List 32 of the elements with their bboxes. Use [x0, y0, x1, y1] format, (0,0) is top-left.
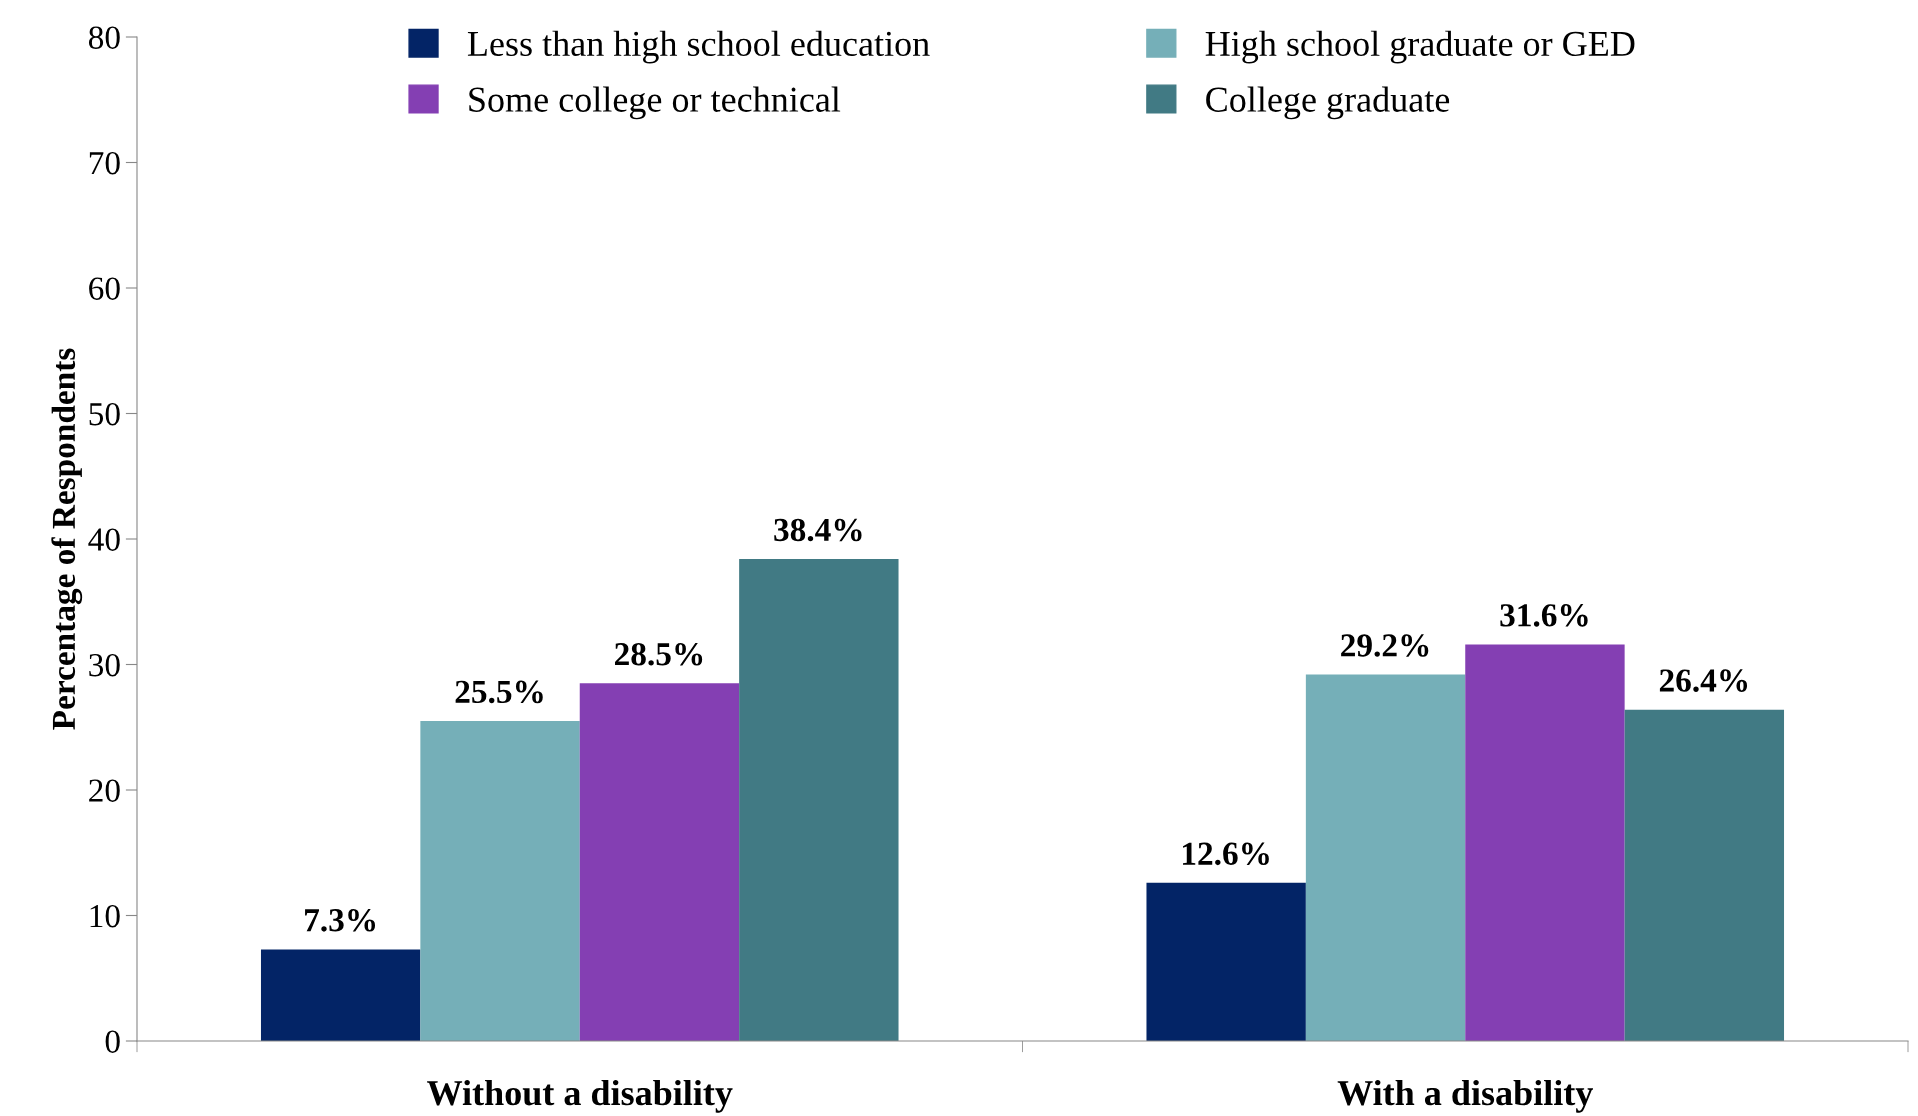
bar [260, 949, 421, 1041]
bar [579, 683, 740, 1041]
y-tick-label: 0 [105, 1030, 120, 1053]
data-label: 28.5% [615, 642, 703, 666]
bar [739, 559, 899, 1041]
y-axis-title: Percentage of Respondents [51, 348, 83, 730]
x-tick-label: Without a disability [427, 1079, 733, 1113]
data-label: 31.6% [1500, 604, 1588, 627]
legend-label: College graduate [1206, 86, 1450, 120]
bar [1465, 644, 1625, 1041]
y-tick-label: 30 [89, 653, 120, 677]
y-tick-label: 10 [90, 904, 120, 928]
data-label: 7.3% [305, 909, 376, 932]
data-label: 38.4% [774, 518, 862, 542]
legend-label: High school graduate or GED [1205, 30, 1635, 64]
y-tick-label: 70 [89, 151, 120, 175]
y-tick-label: 40 [88, 528, 120, 551]
bar [1305, 674, 1466, 1041]
y-tick-label: 20 [89, 779, 120, 802]
y-tick-label: 50 [89, 402, 120, 426]
data-label: 29.2% [1341, 634, 1429, 657]
data-label: 25.5% [455, 680, 543, 704]
bar [420, 720, 580, 1041]
bar [1146, 882, 1306, 1041]
bar [1624, 709, 1785, 1041]
x-tick-label: With a disability [1337, 1079, 1594, 1113]
data-label: 26.4% [1659, 669, 1748, 692]
y-tick-label: 80 [88, 26, 120, 49]
data-label: 12.6% [1183, 842, 1269, 866]
legend-label: Some college or technical [469, 86, 841, 120]
y-tick-label: 60 [89, 277, 120, 300]
legend-label: Less than high school education [467, 30, 930, 64]
